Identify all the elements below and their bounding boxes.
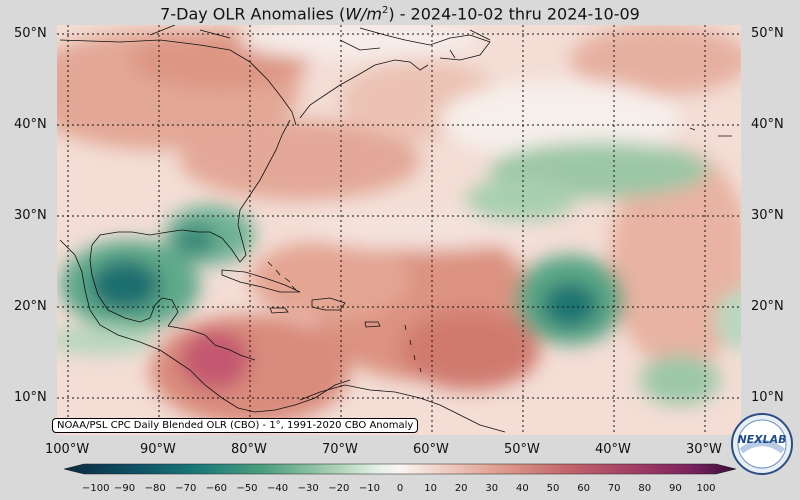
lat-label-right-20: 20°N: [751, 299, 784, 314]
anomaly-field: [57, 25, 741, 435]
colorbar-tick-label: −20: [328, 483, 350, 494]
colorbar-tick-label: 80: [638, 483, 652, 494]
lon-label-100w: 100°W: [45, 442, 90, 457]
colorbar-tick-label: 10: [424, 483, 437, 494]
lat-label-right-30: 30°N: [751, 208, 784, 223]
colorbar-tick-label: −80: [144, 483, 166, 494]
colorbar-tick-label: −90: [114, 483, 136, 494]
lat-label-left-20: 20°N: [14, 299, 47, 314]
colorbar-tick-label: 30: [485, 483, 499, 494]
colorbar-tick-label: 40: [516, 483, 529, 494]
lon-label-80w: 80°W: [231, 442, 267, 457]
colorbar-tick-label: 90: [669, 483, 682, 494]
colorbar-tick-label: −50: [236, 483, 258, 494]
lat-label-right-50: 50°N: [751, 26, 784, 41]
lat-label-left-10: 10°N: [14, 390, 47, 405]
colorbar-tick-label: 70: [607, 483, 621, 494]
colorbar-tick-label: 60: [577, 483, 590, 494]
colorbar-tick-label: −10: [358, 483, 380, 494]
lon-label-40w: 40°W: [595, 442, 631, 457]
colorbar-tick-label: −40: [267, 483, 289, 494]
colorbar-tick-label: −70: [175, 483, 197, 494]
colorbar-tick-label: 100: [696, 483, 716, 494]
lat-label-right-10: 10°N: [751, 390, 784, 405]
map-title: 7-Day OLR Anomalies (W/m2) - 2024-10-02 …: [160, 4, 640, 24]
colorbar: [63, 463, 737, 475]
lat-label-left-40: 40°N: [14, 117, 47, 132]
data-source-credit: NOAA/PSL CPC Daily Blended OLR (CBO) - 1…: [52, 418, 419, 433]
colorbar-tick-label: −100: [82, 483, 110, 494]
colorbar-tick-label: 0: [396, 483, 404, 494]
graticule: [57, 25, 741, 435]
colorbar-tick-label: −60: [205, 483, 227, 494]
lon-label-90w: 90°W: [140, 442, 176, 457]
nexlab-logo: NEXLAB: [731, 413, 793, 475]
colorbar-tick-label: −30: [297, 483, 319, 494]
lat-label-left-30: 30°N: [14, 208, 47, 223]
colorbar-tick-label: 20: [454, 483, 468, 494]
colorbar-tick-label: 50: [546, 483, 560, 494]
lon-label-60w: 60°W: [413, 442, 449, 457]
lon-label-30w: 30°W: [686, 442, 722, 457]
lat-label-right-40: 40°N: [751, 117, 784, 132]
svg-text:NEXLAB: NEXLAB: [737, 433, 786, 446]
coastlines: [59, 25, 732, 433]
lon-label-50w: 50°W: [504, 442, 540, 457]
lat-label-left-50: 50°N: [14, 26, 47, 41]
lon-label-70w: 70°W: [322, 442, 358, 457]
